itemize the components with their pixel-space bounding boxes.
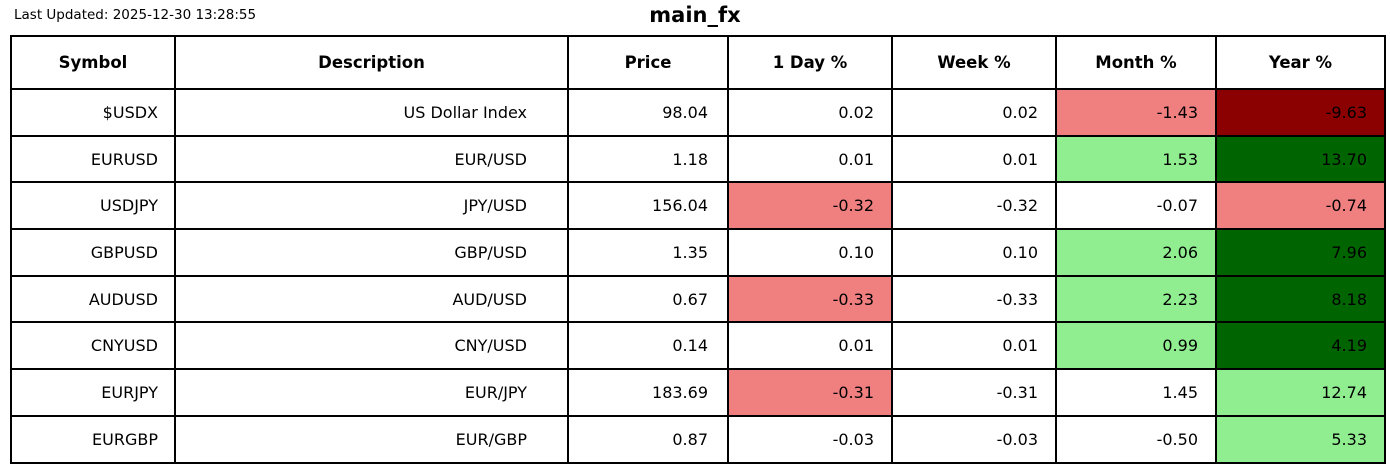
cell-year: -9.63 xyxy=(1215,88,1386,137)
table-row: EURGBP EUR/GBP 0.87 -0.03 -0.03 -0.50 5.… xyxy=(10,414,1386,464)
cell-year: 4.19 xyxy=(1215,321,1386,371)
cell-1day: 0.02 xyxy=(727,88,893,137)
cell-description: EUR/JPY xyxy=(174,368,569,417)
table-row: GBPUSD GBP/USD 1.35 0.10 0.10 2.06 7.96 xyxy=(10,228,1386,277)
cell-week: 0.10 xyxy=(891,228,1057,277)
cell-month: 2.06 xyxy=(1055,228,1217,277)
table-row: AUDUSD AUD/USD 0.67 -0.33 -0.33 2.23 8.1… xyxy=(10,274,1386,324)
cell-price: 1.18 xyxy=(567,134,729,184)
cell-month: -1.43 xyxy=(1055,88,1217,137)
cell-price: 183.69 xyxy=(567,368,729,417)
cell-week: -0.33 xyxy=(891,274,1057,324)
cell-1day: 0.10 xyxy=(727,228,893,277)
cell-year: 5.33 xyxy=(1215,414,1386,464)
cell-week: 0.01 xyxy=(891,134,1057,184)
cell-month: -0.07 xyxy=(1055,181,1217,231)
cell-symbol: $USDX xyxy=(10,88,176,137)
cell-year: 12.74 xyxy=(1215,368,1386,417)
cell-description: US Dollar Index xyxy=(174,88,569,137)
cell-year: -0.74 xyxy=(1215,181,1386,231)
cell-1day: -0.32 xyxy=(727,181,893,231)
table-row: USDJPY JPY/USD 156.04 -0.32 -0.32 -0.07 … xyxy=(10,181,1386,231)
cell-year: 13.70 xyxy=(1215,134,1386,184)
column-header-year: Year % xyxy=(1215,35,1386,90)
cell-symbol: USDJPY xyxy=(10,181,176,231)
column-header-description: Description xyxy=(174,35,569,90)
cell-month: -0.50 xyxy=(1055,414,1217,464)
table-header: Symbol Description Price 1 Day % Week % … xyxy=(10,35,1386,90)
cell-month: 1.45 xyxy=(1055,368,1217,417)
cell-week: 0.02 xyxy=(891,88,1057,137)
fx-table: Symbol Description Price 1 Day % Week % … xyxy=(10,35,1386,464)
last-updated-label: Last Updated: 2025-12-30 13:28:55 xyxy=(14,7,257,23)
cell-price: 156.04 xyxy=(567,181,729,231)
cell-month: 1.53 xyxy=(1055,134,1217,184)
cell-1day: -0.03 xyxy=(727,414,893,464)
table-row: CNYUSD CNY/USD 0.14 0.01 0.01 0.99 4.19 xyxy=(10,321,1386,371)
cell-month: 2.23 xyxy=(1055,274,1217,324)
cell-description: EUR/GBP xyxy=(174,414,569,464)
cell-description: CNY/USD xyxy=(174,321,569,371)
header-row: Symbol Description Price 1 Day % Week % … xyxy=(10,35,1386,90)
cell-symbol: EURJPY xyxy=(10,368,176,417)
column-header-1day: 1 Day % xyxy=(727,35,893,90)
column-header-month: Month % xyxy=(1055,35,1217,90)
cell-price: 0.67 xyxy=(567,274,729,324)
column-header-symbol: Symbol xyxy=(10,35,176,90)
cell-description: JPY/USD xyxy=(174,181,569,231)
cell-1day: -0.31 xyxy=(727,368,893,417)
column-header-week: Week % xyxy=(891,35,1057,90)
cell-week: -0.31 xyxy=(891,368,1057,417)
cell-price: 98.04 xyxy=(567,88,729,137)
cell-week: 0.01 xyxy=(891,321,1057,371)
cell-symbol: EURGBP xyxy=(10,414,176,464)
table-row: $USDX US Dollar Index 98.04 0.02 0.02 -1… xyxy=(10,88,1386,137)
cell-symbol: GBPUSD xyxy=(10,228,176,277)
cell-week: -0.32 xyxy=(891,181,1057,231)
cell-price: 1.35 xyxy=(567,228,729,277)
table-body: $USDX US Dollar Index 98.04 0.02 0.02 -1… xyxy=(10,88,1386,464)
cell-price: 0.14 xyxy=(567,321,729,371)
column-header-price: Price xyxy=(567,35,729,90)
cell-description: EUR/USD xyxy=(174,134,569,184)
cell-week: -0.03 xyxy=(891,414,1057,464)
cell-month: 0.99 xyxy=(1055,321,1217,371)
cell-description: AUD/USD xyxy=(174,274,569,324)
cell-symbol: CNYUSD xyxy=(10,321,176,371)
table-row: EURUSD EUR/USD 1.18 0.01 0.01 1.53 13.70 xyxy=(10,134,1386,184)
cell-symbol: EURUSD xyxy=(10,134,176,184)
cell-year: 7.96 xyxy=(1215,228,1386,277)
cell-description: GBP/USD xyxy=(174,228,569,277)
cell-year: 8.18 xyxy=(1215,274,1386,324)
cell-symbol: AUDUSD xyxy=(10,274,176,324)
cell-1day: 0.01 xyxy=(727,321,893,371)
cell-1day: 0.01 xyxy=(727,134,893,184)
cell-price: 0.87 xyxy=(567,414,729,464)
page-title: main_fx xyxy=(649,3,741,27)
table-row: EURJPY EUR/JPY 183.69 -0.31 -0.31 1.45 1… xyxy=(10,368,1386,417)
cell-1day: -0.33 xyxy=(727,274,893,324)
